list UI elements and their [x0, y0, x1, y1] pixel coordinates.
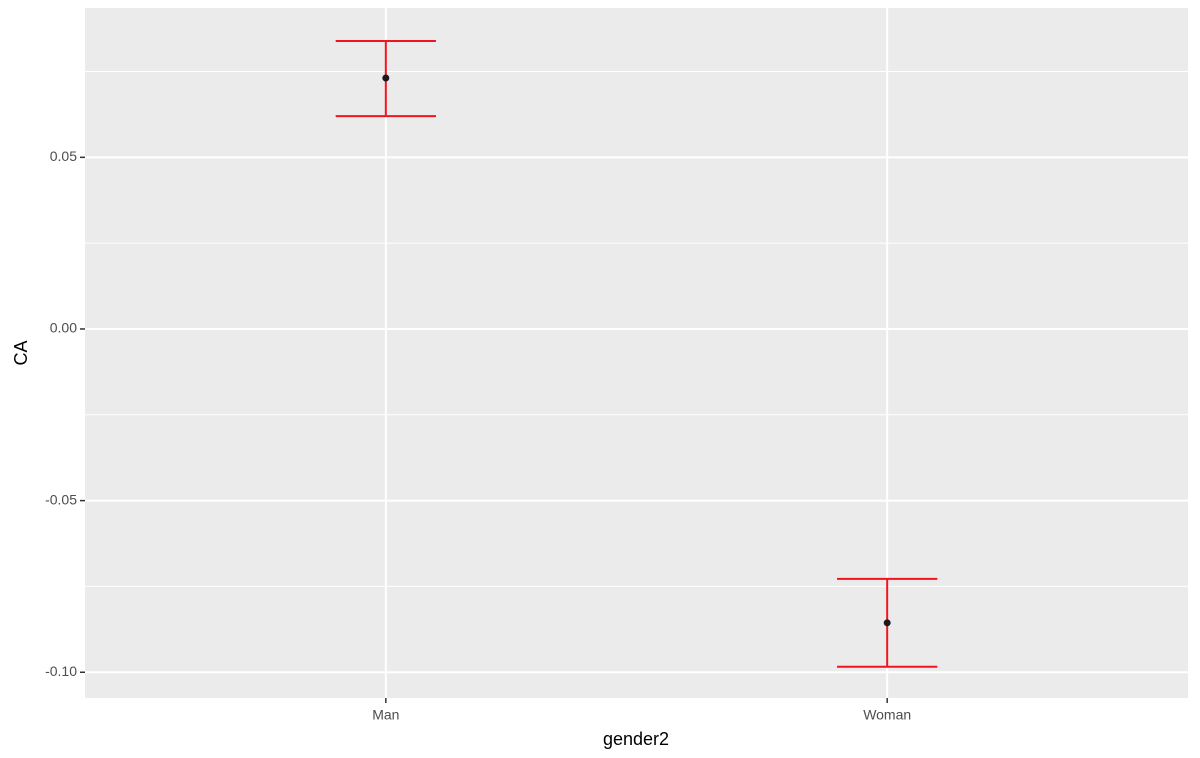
- y-tick-label: 0.00: [50, 320, 77, 336]
- point: [382, 74, 390, 82]
- y-tick-label: -0.05: [45, 491, 77, 507]
- x-axis-title: gender2: [603, 729, 669, 749]
- panel: [85, 8, 1188, 698]
- point: [883, 619, 891, 627]
- y-tick-label: -0.10: [45, 663, 77, 679]
- x-tick-label: Man: [372, 707, 399, 723]
- y-tick-label: 0.05: [50, 148, 77, 164]
- y-axis-title: CA: [11, 340, 31, 365]
- x-tick-label: Woman: [863, 707, 911, 723]
